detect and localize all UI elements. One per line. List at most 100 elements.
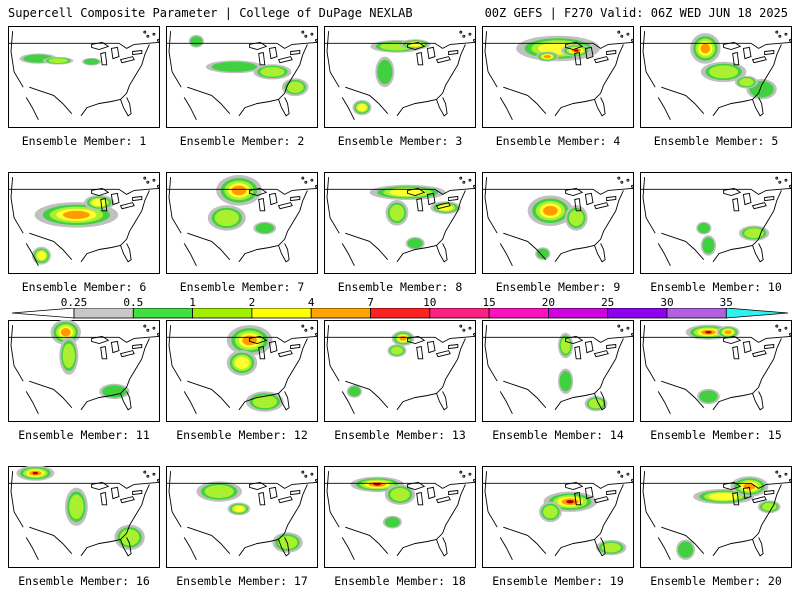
ensemble-panel-1: Ensemble Member: 1 bbox=[8, 26, 160, 156]
scp-contour bbox=[391, 330, 415, 347]
panel-label: Ensemble Member: 6 bbox=[21, 280, 147, 294]
ensemble-map bbox=[166, 320, 318, 422]
colorbar-tick-label: 2 bbox=[248, 296, 256, 309]
colorbar-segment bbox=[429, 308, 490, 319]
map-outline bbox=[324, 470, 476, 561]
colorbar-segment bbox=[488, 308, 549, 319]
panel-label: Ensemble Member: 5 bbox=[653, 134, 779, 148]
scp-contour bbox=[253, 221, 277, 235]
panel-label: Ensemble Member: 19 bbox=[492, 574, 624, 588]
panel-label: Ensemble Member: 4 bbox=[495, 134, 621, 148]
scp-contour bbox=[196, 481, 242, 502]
ensemble-panel-18: Ensemble Member: 18 bbox=[324, 466, 476, 596]
ensemble-panel-4: Ensemble Member: 4 bbox=[482, 26, 634, 156]
scp-contour bbox=[535, 247, 551, 260]
scp-contour bbox=[685, 324, 732, 340]
map-outline bbox=[640, 324, 792, 415]
panel-label: Ensemble Member: 20 bbox=[650, 574, 782, 588]
scp-contour bbox=[676, 539, 696, 560]
map-outline bbox=[8, 30, 160, 121]
scp-contour bbox=[281, 78, 309, 97]
colorbar-segment bbox=[725, 308, 789, 319]
colorbar-segment bbox=[370, 308, 431, 319]
colorbar-segment bbox=[192, 308, 253, 319]
scp-contour bbox=[384, 484, 416, 505]
map-outline bbox=[166, 470, 318, 561]
scp-contour bbox=[31, 246, 51, 265]
scp-contour bbox=[561, 44, 592, 57]
panel-label: Ensemble Member: 12 bbox=[176, 428, 308, 442]
map-outline bbox=[324, 176, 476, 267]
scp-contour bbox=[385, 200, 409, 226]
panel-label: Ensemble Member: 1 bbox=[21, 134, 147, 148]
panel-label: Ensemble Member: 2 bbox=[179, 134, 305, 148]
ensemble-panel-5: Ensemble Member: 5 bbox=[640, 26, 792, 156]
map-outline bbox=[324, 324, 476, 415]
scp-contour bbox=[735, 75, 758, 89]
scp-contour bbox=[716, 325, 740, 339]
colorbar-tick-label: 20 bbox=[541, 296, 556, 309]
ensemble-panel-3: Ensemble Member: 3 bbox=[324, 26, 476, 156]
ensemble-panel-12: Ensemble Member: 12 bbox=[166, 320, 318, 450]
map-outline bbox=[640, 30, 792, 121]
scp-contour bbox=[245, 391, 284, 412]
map-outline bbox=[482, 324, 634, 415]
ensemble-panel-9: Ensemble Member: 9 bbox=[482, 172, 634, 302]
ensemble-map bbox=[324, 320, 476, 422]
scp-contour bbox=[700, 61, 747, 83]
scp-contour bbox=[216, 175, 262, 206]
scp-contour bbox=[700, 235, 716, 256]
panel-label: Ensemble Member: 17 bbox=[176, 574, 308, 588]
ensemble-map bbox=[640, 26, 792, 128]
scp-contour bbox=[346, 385, 362, 398]
ensemble-panel-2: Ensemble Member: 2 bbox=[166, 26, 318, 156]
ensemble-map bbox=[166, 466, 318, 568]
scp-contour bbox=[59, 336, 79, 375]
map-outline bbox=[482, 470, 634, 561]
scp-contour bbox=[696, 221, 712, 235]
scp-contour bbox=[16, 466, 55, 481]
ensemble-map bbox=[324, 466, 476, 568]
map-outline bbox=[166, 176, 318, 267]
ensemble-map bbox=[482, 466, 634, 568]
ensemble-map bbox=[482, 26, 634, 128]
panel-label: Ensemble Member: 13 bbox=[334, 428, 466, 442]
ensemble-panel-8: Ensemble Member: 8 bbox=[324, 172, 476, 302]
ensemble-map bbox=[8, 320, 160, 422]
panel-label: Ensemble Member: 7 bbox=[179, 280, 305, 294]
map-outline bbox=[8, 176, 160, 267]
panel-label: Ensemble Member: 3 bbox=[337, 134, 463, 148]
colorbar-tick-label: 0.25 bbox=[60, 296, 88, 309]
panel-label: Ensemble Member: 8 bbox=[337, 280, 463, 294]
map-outline bbox=[324, 30, 476, 121]
colorbar-min-arrow bbox=[11, 308, 75, 319]
scp-contour bbox=[253, 64, 292, 80]
scp-contour bbox=[350, 476, 404, 493]
scp-contour bbox=[387, 344, 407, 357]
ensemble-panel-14: Ensemble Member: 14 bbox=[482, 320, 634, 450]
colorbar-tick-label: 10 bbox=[423, 296, 437, 309]
colorbar-tick-label: 1 bbox=[189, 296, 196, 309]
colorbar-segment bbox=[310, 308, 371, 319]
scp-contour bbox=[188, 34, 204, 48]
colorbar-tick-label: 30 bbox=[660, 296, 674, 309]
ensemble-panel-16: Ensemble Member: 16 bbox=[8, 466, 160, 596]
ensemble-map bbox=[166, 172, 318, 274]
scp-contour bbox=[535, 51, 559, 62]
panel-label: Ensemble Member: 10 bbox=[650, 280, 782, 294]
scp-contour bbox=[757, 500, 781, 514]
colorbar-segment bbox=[132, 308, 194, 319]
ensemble-map bbox=[640, 320, 792, 422]
scp-contour bbox=[205, 60, 263, 74]
scp-contour bbox=[564, 205, 588, 231]
panel-label: Ensemble Member: 18 bbox=[334, 574, 466, 588]
scp-contour bbox=[226, 350, 258, 376]
map-outline bbox=[640, 470, 792, 561]
map-outline bbox=[166, 324, 318, 415]
map-outline bbox=[482, 176, 634, 267]
scp-contour bbox=[42, 56, 74, 65]
ensemble-panel-10: Ensemble Member: 10 bbox=[640, 172, 792, 302]
scp-contour bbox=[539, 501, 562, 523]
scp-contour bbox=[405, 237, 425, 250]
colorbar-segment bbox=[73, 308, 134, 319]
